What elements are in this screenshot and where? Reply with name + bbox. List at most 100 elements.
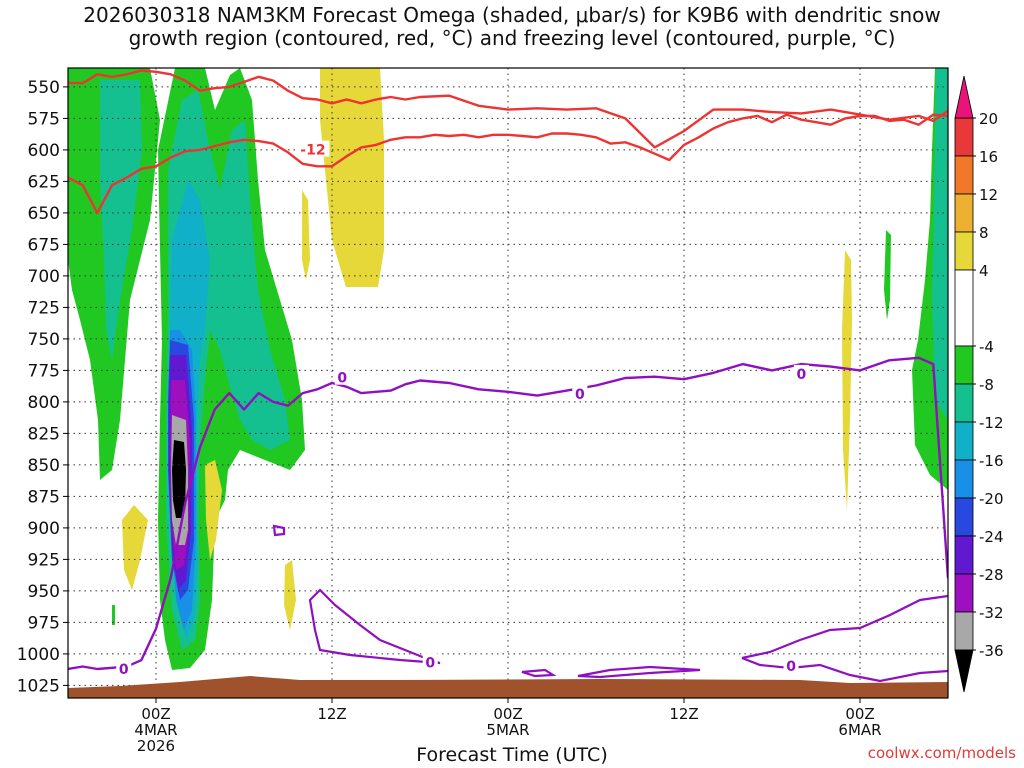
contour-label: 0: [119, 662, 129, 678]
colorbar-label: -32: [979, 604, 1004, 622]
contour-label: 0: [796, 367, 806, 383]
colorbar-bin: [954, 383, 974, 423]
title-line-1: 2026030318 NAM3KM Forecast Omega (shaded…: [83, 3, 941, 27]
colorbar-bin: [954, 231, 974, 271]
freezing-blob-surface-right: [577, 665, 701, 679]
contour-label: 0: [425, 655, 435, 671]
y-tick-label: 800: [28, 393, 60, 413]
colorbar-bin: [954, 535, 974, 575]
colorbar-bin: [954, 611, 974, 651]
freezing-blob-small: [272, 524, 286, 537]
y-tick-label: 650: [28, 204, 60, 224]
colorbar-label: -36: [979, 642, 1004, 660]
colorbar-label: -12: [979, 414, 1004, 432]
y-tick-label: 625: [28, 172, 60, 192]
x-tick-label: 12Z: [669, 705, 698, 723]
colorbar-label: 16: [979, 148, 998, 166]
y-tick-label: 725: [28, 298, 60, 318]
colorbar-under-arrow: [954, 649, 974, 693]
colorbar-bin: [954, 573, 974, 613]
y-tick-label: 1025: [17, 676, 60, 696]
grid-lines: [68, 68, 948, 698]
ground-terrain: [68, 676, 948, 698]
omega-region-black-core: [172, 440, 186, 518]
dgz-bottom-contour: [68, 113, 948, 215]
colorbar: 20 16 12 8 4 -4 -8 -12 -16 -20 -24 -28 -32 -36: [954, 75, 1004, 693]
colorbar-label: -20: [979, 490, 1004, 508]
x-tick-label: 00Z: [493, 705, 522, 723]
colorbar-bin: [954, 193, 974, 233]
contour-label: -12: [300, 143, 325, 159]
omega-region-teal-left: [100, 80, 142, 360]
title-line-2: growth region (contoured, red, °C) and f…: [128, 26, 896, 50]
colorbar-label: 8: [979, 224, 989, 242]
colorbar-over-arrow: [954, 75, 974, 119]
contour-lines: [68, 69, 948, 671]
y-tick-label: 850: [28, 456, 60, 476]
contour-label-bg: [793, 364, 809, 381]
colorbar-label: 4: [979, 262, 989, 280]
contour-labels: -12 0 0 0 0 0 0: [116, 140, 809, 678]
x-tick-label: 00Z: [141, 705, 170, 723]
colorbar-bin: [954, 155, 974, 195]
colorbar-label: -28: [979, 566, 1004, 584]
colorbar-bin: [954, 497, 974, 537]
y-tick-label: 550: [28, 78, 60, 98]
x-tick-label: 12Z: [317, 705, 346, 723]
contour-label: 0: [786, 659, 796, 675]
colorbar-label: -24: [979, 528, 1004, 546]
contour-label-bg: [116, 659, 132, 676]
y-tick-label: 875: [28, 487, 60, 507]
contour-label-bg: [334, 368, 350, 385]
contour-label-bg: [422, 653, 438, 670]
colorbar-bin: [954, 459, 974, 499]
colorbar-label: -8: [979, 376, 994, 394]
x-tick-label: 00Z: [845, 705, 874, 723]
omega-region-yellow-thin: [302, 190, 310, 280]
y-tick-label: 700: [28, 267, 60, 287]
freezing-branch-right-upper: [741, 594, 948, 660]
contour-label-bg: [296, 140, 330, 157]
contour-label-bg: [783, 657, 799, 674]
freezing-blob-surface-mid: [521, 668, 557, 678]
chart-title: 2026030318 NAM3KM Forecast Omega (shaded…: [0, 4, 1024, 50]
x-tick-label: 2026: [137, 737, 175, 755]
omega-region-yellow-right: [842, 250, 852, 510]
y-tick-label: 975: [28, 613, 60, 633]
freezing-level-contour: [68, 356, 948, 671]
omega-region-green-sliver: [884, 230, 891, 320]
colorbar-label: -16: [979, 452, 1004, 470]
y-tick-label: 825: [28, 424, 60, 444]
colorbar-bin: [954, 269, 974, 347]
y-tick-label: 900: [28, 519, 60, 539]
y-tick-label: 925: [28, 550, 60, 570]
y-tick-label: 950: [28, 582, 60, 602]
omega-region-yellow-lower-left: [122, 505, 148, 590]
freezing-blob-near-surface-left: [308, 588, 441, 665]
colorbar-label: 20: [979, 110, 998, 128]
contour-label: 0: [337, 371, 347, 387]
contour-label: 0: [575, 387, 585, 403]
y-tick-label: 750: [28, 330, 60, 350]
y-tick-label: 600: [28, 141, 60, 161]
x-axis-title: Forecast Time (UTC): [416, 744, 608, 766]
omega-region-green-tick: [112, 605, 115, 625]
omega-region-teal-right: [932, 68, 948, 420]
freezing-level-blobs: [272, 524, 948, 683]
contour-label-bg: [572, 385, 588, 402]
colorbar-bin: [954, 117, 974, 157]
y-tick-label: 575: [28, 109, 60, 129]
colorbar-label: 12: [979, 186, 998, 204]
omega-region-yellow-upper: [320, 68, 384, 287]
omega-region-yellow-mid: [284, 560, 296, 630]
y-tick-label: 775: [28, 361, 60, 381]
y-tick-label: 675: [28, 235, 60, 255]
freezing-branch-right: [741, 656, 948, 683]
colorbar-bin: [954, 345, 974, 385]
x-tick-label: 4MAR: [134, 721, 177, 739]
x-tick-label: 6MAR: [838, 721, 881, 739]
omega-region-yellow-mid-left: [205, 460, 222, 560]
y-tick-label: 1000: [17, 645, 60, 665]
